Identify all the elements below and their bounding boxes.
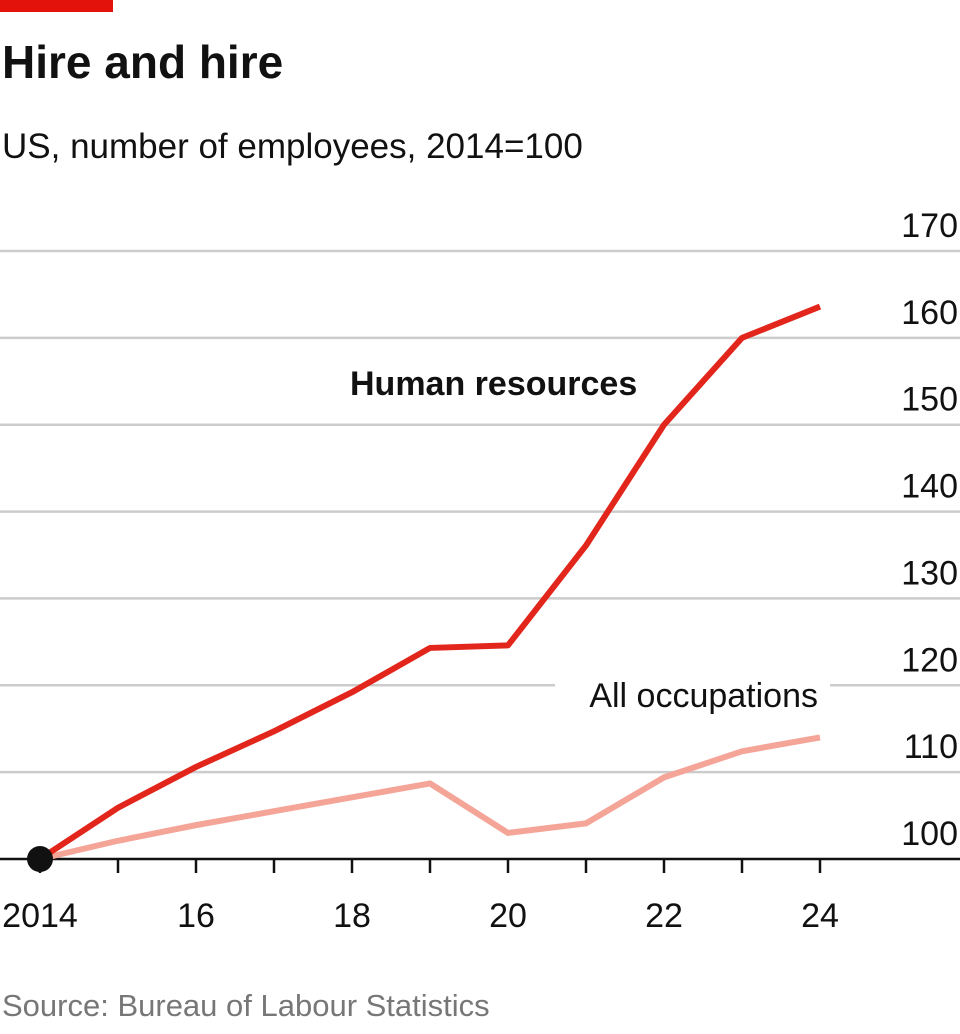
series-label: Human resources [350, 365, 637, 403]
x-tick-label: 20 [489, 897, 527, 935]
y-tick-label: 160 [901, 294, 958, 332]
y-tick-label: 130 [901, 554, 958, 592]
series-line [39, 734, 821, 862]
start-dot [27, 846, 53, 872]
x-tick-label: 24 [801, 897, 839, 935]
y-tick-label: 150 [901, 381, 958, 419]
x-tick-label: 2014 [2, 897, 78, 935]
x-tick-label: 22 [645, 897, 683, 935]
x-tick-label: 18 [333, 897, 371, 935]
label-background [555, 665, 830, 713]
accent-bar [0, 0, 113, 12]
y-tick-label: 110 [904, 728, 958, 766]
y-tick-label: 170 [901, 207, 958, 245]
source: Source: Bureau of Labour Statistics [2, 988, 490, 1023]
chart-subtitle: US, number of employees, 2014=100 [2, 127, 583, 166]
chart-title: Hire and hire [2, 36, 283, 88]
series-line [38, 303, 822, 862]
y-tick-label: 140 [901, 468, 958, 506]
y-tick-label: 100 [901, 815, 958, 853]
x-tick-label: 16 [177, 897, 215, 935]
series-label: All occupations [589, 677, 818, 715]
y-tick-label: 120 [901, 641, 958, 679]
